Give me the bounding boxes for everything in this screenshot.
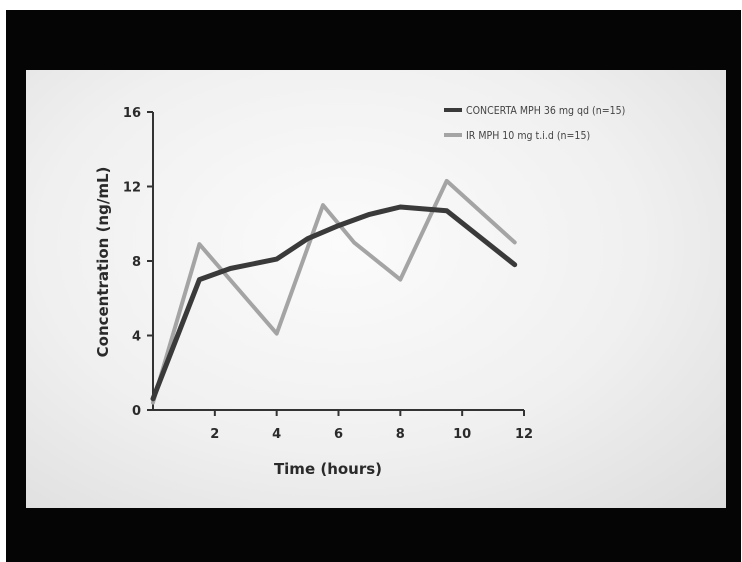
video-frame: 0 4 8 12 16 2 4 6 8 10 12 Time (hours) Concentrat…	[6, 10, 741, 562]
x-tick-label: 10	[453, 427, 471, 442]
x-ticks: 2 4 6 8 10 12	[210, 410, 533, 442]
x-axis-title: Time (hours)	[274, 460, 382, 478]
legend-label-concerta: CONCERTA MPH 36 mg qd (n=15)	[466, 105, 625, 117]
y-axis-title: Concentration (ng/mL)	[94, 167, 112, 358]
y-tick-label: 4	[132, 330, 141, 345]
concentration-line-chart: 0 4 8 12 16 2 4 6 8 10 12 Time (hours) Concentrat…	[94, 105, 625, 478]
axes	[152, 112, 524, 411]
x-tick-label: 4	[272, 427, 281, 442]
x-tick-label: 6	[334, 427, 343, 442]
y-ticks: 0 4 8 12 16	[123, 106, 153, 419]
chart-panel: 0 4 8 12 16 2 4 6 8 10 12 Time (hours) Concentrat…	[26, 70, 726, 508]
series-line-ir	[151, 178, 517, 405]
y-tick-label: 0	[132, 404, 141, 419]
legend: CONCERTA MPH 36 mg qd (n=15) IR MPH 10 m…	[444, 105, 625, 142]
series-line-concerta	[150, 204, 518, 402]
y-tick-label: 12	[123, 181, 141, 196]
legend-label-ir: IR MPH 10 mg t.i.d (n=15)	[466, 130, 590, 142]
x-tick-label: 12	[515, 427, 533, 442]
series-layer	[150, 178, 518, 405]
y-tick-label: 16	[123, 106, 141, 121]
x-tick-label: 2	[210, 427, 219, 442]
x-tick-label: 8	[396, 427, 405, 442]
y-tick-label: 8	[132, 255, 141, 270]
